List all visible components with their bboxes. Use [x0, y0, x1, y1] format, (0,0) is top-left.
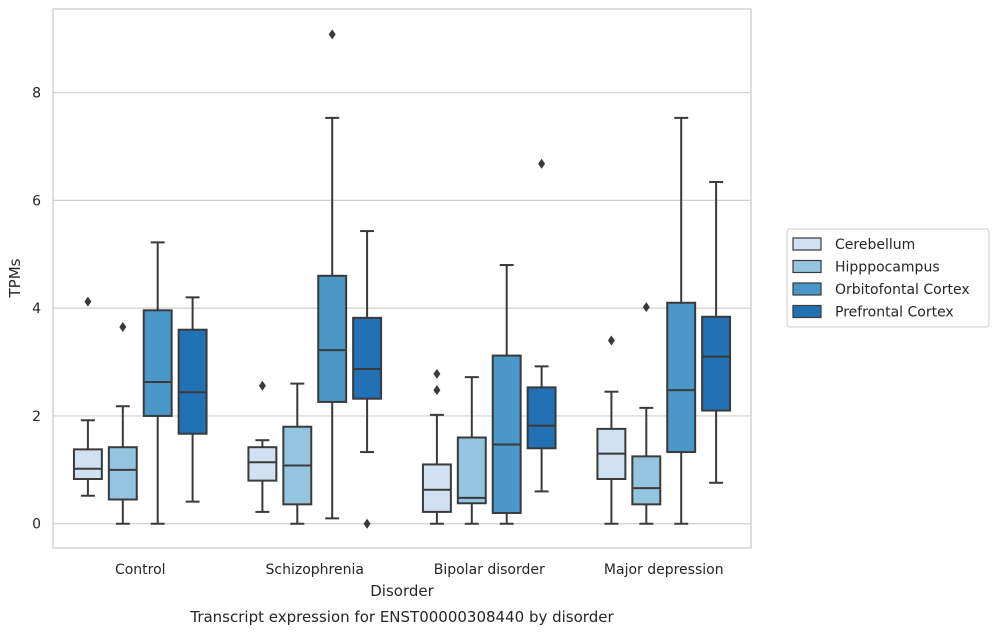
outlier-point: [258, 380, 266, 391]
box-body: [177, 328, 208, 435]
outlier-point: [433, 385, 441, 396]
y-tick-label: 2: [32, 409, 41, 425]
box-0-0: [72, 296, 103, 497]
box-0-2: [142, 241, 173, 525]
y-tick-label: 4: [32, 301, 41, 317]
box-body: [526, 386, 557, 450]
box-body: [631, 455, 662, 506]
outlier-point: [363, 518, 371, 529]
box-2-2: [491, 264, 522, 525]
plot-frame: [52, 8, 752, 549]
box-2-1: [456, 376, 487, 525]
x-tick-label: Major depression: [604, 562, 724, 578]
box-1-0: [247, 380, 278, 513]
box-body: [491, 354, 522, 514]
box-body: [142, 309, 173, 417]
box-body: [107, 446, 138, 501]
box-3-3: [701, 181, 732, 484]
y-axis-title: TPMs: [6, 258, 24, 298]
outlier-point: [84, 296, 92, 307]
box-body: [456, 436, 487, 505]
box-1-2: [317, 29, 348, 520]
legend-label: Orbitofontal Cortex: [835, 282, 970, 298]
box-body: [247, 446, 278, 482]
outlier-point: [538, 158, 546, 169]
outlier-point: [328, 29, 336, 40]
box-body: [421, 463, 452, 513]
box-1-3: [352, 230, 383, 529]
legend-swatch: [792, 237, 822, 251]
box-2-0: [421, 368, 452, 525]
outlier-point: [433, 368, 441, 379]
x-tick-label: Schizophrenia: [266, 562, 364, 578]
x-axis-ticks: Control Schizophrenia Bipolar disorder Majo…: [115, 562, 724, 578]
box-3-2: [666, 116, 697, 525]
box-3-0: [596, 335, 627, 525]
plot-boxes: [72, 29, 732, 529]
legend-swatch: [792, 304, 822, 319]
legend-swatch: [792, 282, 822, 296]
box-2-3: [526, 158, 557, 493]
y-tick-label: 0: [32, 517, 41, 533]
box-body: [701, 315, 732, 412]
box-body: [72, 448, 103, 481]
outlier-point: [607, 335, 615, 346]
legend-swatch: [792, 259, 822, 274]
legend-frame: [786, 228, 990, 328]
box-3-1: [631, 302, 662, 525]
box-0-3: [177, 296, 208, 503]
chart-caption: Transcript expression for ENST0000030844…: [189, 608, 614, 626]
y-tick-label: 8: [32, 86, 41, 102]
x-tick-label: Control: [115, 562, 166, 578]
outlier-point: [642, 302, 650, 313]
box-body: [317, 274, 348, 403]
box-1-1: [282, 382, 313, 525]
box-body: [352, 316, 383, 400]
outlier-point: [119, 322, 127, 333]
legend-label: Hipppocampus: [835, 260, 940, 276]
y-axis-ticks: 0 2 4 6 8: [32, 86, 41, 533]
y-tick-label: 6: [32, 193, 41, 209]
box-0-1: [107, 322, 138, 525]
x-tick-label: Bipolar disorder: [434, 562, 545, 578]
box-body: [666, 301, 697, 454]
legend-label: Prefrontal Cortex: [835, 305, 954, 321]
legend-label: Cerebellum: [835, 237, 915, 253]
legend: Cerebellum Hipppocampus Orbitofontal Corte…: [786, 228, 990, 328]
x-axis-title: Disorder: [370, 582, 434, 600]
